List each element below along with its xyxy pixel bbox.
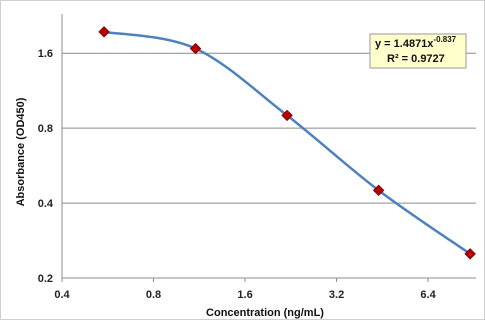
y-tick-label: 0.2: [38, 273, 53, 285]
x-tick-label: 3.2: [329, 289, 344, 301]
equation-box: y = 1.4871x-0.837 R² = 0.9727: [369, 33, 467, 69]
data-point: [189, 42, 202, 55]
equation-exponent: -0.837: [433, 35, 456, 44]
x-axis-title: Concentration (ng/mL): [206, 307, 324, 319]
plot-area: [61, 14, 476, 279]
data-point: [372, 184, 385, 197]
y-tick-label: 0.8: [38, 123, 53, 135]
data-point: [98, 26, 110, 38]
y-axis-title: Absorbance (OD450): [15, 97, 27, 206]
x-axis-ticks: 0.4 0.8 1.6 3.2 6.4: [54, 278, 437, 301]
data-point: [281, 109, 293, 122]
y-tick-label: 0.4: [38, 198, 54, 210]
data-points: [98, 26, 476, 260]
x-tick-label: 6.4: [420, 289, 436, 301]
x-tick-label: 0.4: [54, 289, 70, 301]
x-tick-label: 1.6: [237, 289, 252, 301]
gridlines: [62, 52, 476, 279]
y-tick-label: 1.6: [38, 48, 53, 60]
r-squared-text: R² = 0.9727: [387, 53, 445, 65]
data-point: [464, 248, 476, 260]
x-tick-label: 0.8: [146, 289, 161, 301]
y-axis-ticks: 0.2 0.4 0.8 1.6: [38, 48, 54, 285]
equation-base: y = 1.4871x: [375, 38, 434, 50]
equation-text: y = 1.4871x-0.837: [375, 35, 457, 50]
